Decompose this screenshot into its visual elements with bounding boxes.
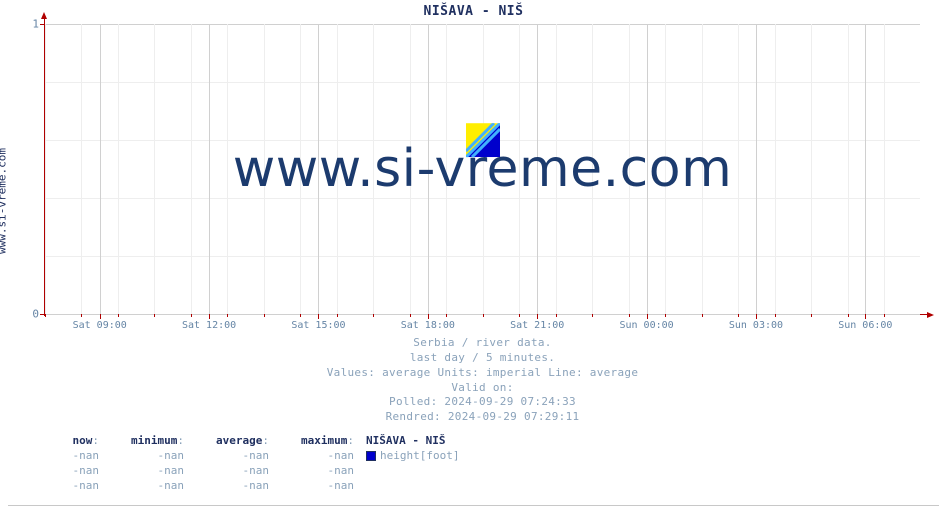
grid-minor-v [191,24,192,314]
cell-now: -nan [20,449,105,464]
col-maximum: maximum [301,434,347,447]
col-average: average [216,434,262,447]
stats-row: -nan -nan -nan -nan [20,464,459,479]
xtick-minor-mark [45,314,46,317]
cell-now: -nan [20,464,105,479]
xtick-minor-mark [264,314,265,317]
ytick-label: 1 [32,18,45,31]
xtick-minor-mark [848,314,849,317]
grid-minor-v [118,24,119,314]
footer-rule [8,505,939,506]
stats-row: -nan -nan -nan -nan height[foot] [20,449,459,464]
cell-maximum: -nan [275,479,360,494]
cell-minimum: -nan [105,464,190,479]
cell-maximum: -nan [275,449,360,464]
grid-minor-v [227,24,228,314]
xtick-minor-mark [556,314,557,317]
grid-minor-v [775,24,776,314]
grid-minor-v [884,24,885,314]
meta-settings: Values: average Units: imperial Line: av… [45,366,920,381]
xtick-minor-mark [337,314,338,317]
xtick-minor-mark [592,314,593,317]
cell-minimum: -nan [105,449,190,464]
xtick-minor-mark [811,314,812,317]
stats-row: -nan -nan -nan -nan [20,479,459,494]
xtick-minor-mark [154,314,155,317]
xtick-minor-mark [775,314,776,317]
series-legend: height[foot] [380,449,459,464]
xtick-minor-mark [81,314,82,317]
xtick-minor-mark [191,314,192,317]
grid-minor-v [45,24,46,314]
grid-major-v [865,24,866,314]
stats-table: now: minimum: average: maximum: NIŠAVA -… [20,434,459,493]
grid-major-v [100,24,101,314]
chart-metadata: Serbia / river data. last day / 5 minute… [45,336,920,425]
stats-header-row: now: minimum: average: maximum: NIŠAVA -… [20,434,459,449]
x-axis-arrow-icon [927,312,934,318]
grid-minor-v [738,24,739,314]
watermark-text: www.si-vreme.com [233,139,733,199]
ytick-label: 0 [32,308,45,321]
series-name: NIŠAVA - NIŠ [366,434,445,449]
xtick-minor-mark [629,314,630,317]
grid-minor-v [848,24,849,314]
cell-now: -nan [20,479,105,494]
chart-area: 01Sat 09:00Sat 12:00Sat 15:00Sat 18:00Sa… [45,24,920,314]
xtick-minor-mark [519,314,520,317]
xtick-minor-mark [300,314,301,317]
stage: www.si-vreme.com NIŠAVA - NIŠ 01Sat 09:0… [0,0,947,508]
cell-average: -nan [190,479,275,494]
grid-minor-v [81,24,82,314]
grid-major-v [209,24,210,314]
meta-polled: Polled: 2024-09-29 07:24:33 [45,395,920,410]
cell-minimum: -nan [105,479,190,494]
xtick-minor-mark [227,314,228,317]
xtick-minor-mark [373,314,374,317]
cell-maximum: -nan [275,464,360,479]
xtick-minor-mark [738,314,739,317]
xtick-minor-mark [483,314,484,317]
xtick-minor-mark [884,314,885,317]
xtick-minor-mark [118,314,119,317]
xtick-minor-mark [702,314,703,317]
site-vertical-label: www.si-vreme.com [0,148,9,254]
grid-minor-v [811,24,812,314]
series-swatch-icon [366,451,376,461]
grid-minor-v [154,24,155,314]
meta-source: Serbia / river data. [45,336,920,351]
xtick-minor-mark [410,314,411,317]
xtick-minor-mark [665,314,666,317]
col-minimum: minimum [131,434,177,447]
col-now: now [73,434,93,447]
chart-title: NIŠAVA - NIŠ [0,4,947,19]
grid-major-v [756,24,757,314]
xtick-minor-mark [446,314,447,317]
meta-period: last day / 5 minutes. [45,351,920,366]
meta-rendered: Rendred: 2024-09-29 07:29:11 [45,410,920,425]
meta-valid: Valid on: [45,381,920,396]
cell-average: -nan [190,464,275,479]
cell-average: -nan [190,449,275,464]
